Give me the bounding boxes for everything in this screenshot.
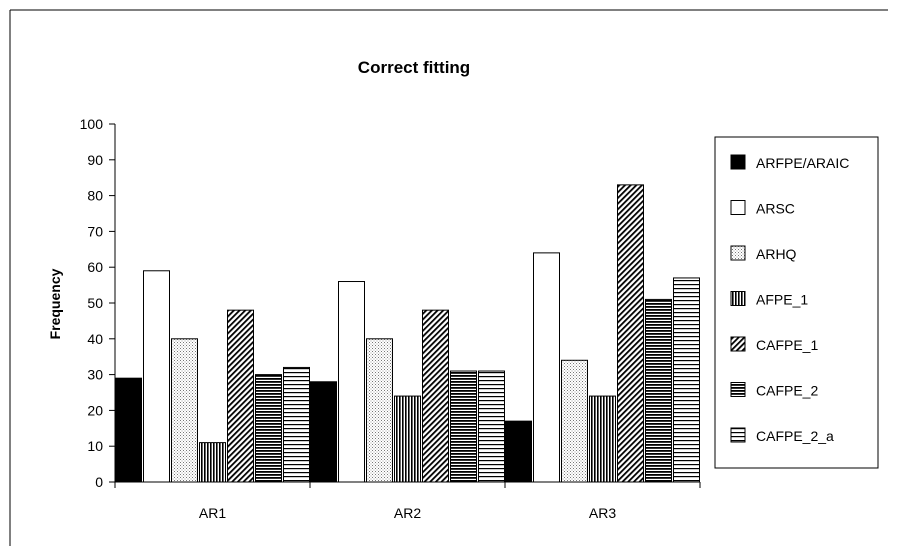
bar-cafpe-1-ar1 (227, 309, 254, 483)
legend-label: ARFPE/ARAIC (756, 155, 849, 171)
legend-swatch (730, 200, 746, 215)
bar-afpe-1-ar1 (199, 442, 226, 483)
bar-arsc-ar2 (338, 281, 365, 483)
bar-cafpe-2-ar2 (450, 370, 477, 483)
y-tick-label: 40 (87, 331, 103, 347)
x-category-label: AR2 (394, 505, 421, 521)
bar-cafpe-1-ar2 (422, 309, 449, 483)
bar-arfpe-araic-ar2 (310, 381, 337, 483)
y-tick-label: 50 (87, 295, 103, 311)
legend: ARFPE/ARAIC ARSC ARHQ AFPE_1 CAFPE_1 CAFPE_2 C… (714, 136, 879, 469)
bar-arhq-ar3 (561, 359, 588, 483)
legend-label: CAFPE_2 (756, 383, 818, 399)
legend-swatch (730, 427, 746, 443)
category-labels: AR1 AR2 AR3 (199, 505, 616, 521)
bar-cafpe-2-ar3 (645, 298, 672, 483)
legend-swatch (730, 336, 746, 352)
y-tick-label: 70 (87, 223, 103, 239)
bars (115, 184, 700, 483)
bar-arhq-ar2 (366, 338, 393, 483)
legend-label: CAFPE_1 (756, 337, 818, 353)
bar-cafpe-2-a-ar3 (673, 277, 700, 483)
y-tick-label: 60 (87, 259, 103, 275)
bar-cafpe-2-ar1 (255, 374, 282, 483)
y-tick-label: 10 (87, 438, 103, 454)
axes: 0 10 20 30 40 50 60 70 80 90 100 (80, 116, 701, 490)
y-axis-label: Frequency (47, 268, 63, 339)
bar-cafpe-2-a-ar2 (478, 370, 505, 483)
x-category-label: AR1 (199, 505, 226, 521)
legend-label: CAFPE_2_a (756, 428, 834, 444)
x-category-label: AR3 (589, 505, 616, 521)
legend-swatch (730, 291, 746, 306)
legend-label: ARHQ (756, 246, 797, 262)
bar-arsc-ar1 (143, 270, 170, 483)
y-tick-label: 90 (87, 152, 103, 168)
bar-arfpe-araic-ar1 (115, 377, 142, 483)
y-tick-label: 100 (80, 116, 104, 132)
y-tick-label: 80 (87, 188, 103, 204)
legend-swatch (730, 245, 746, 261)
y-tick-label: 0 (95, 474, 103, 490)
chart-title: Correct fitting (358, 58, 470, 77)
legend-swatch (730, 154, 746, 170)
bar-arhq-ar1 (171, 338, 198, 483)
y-tick-label: 20 (87, 402, 103, 418)
bar-afpe-1-ar3 (589, 395, 616, 483)
bar-cafpe-2-a-ar1 (283, 366, 310, 483)
y-tick-label: 30 (87, 367, 103, 383)
bar-afpe-1-ar2 (394, 395, 421, 483)
bar-arfpe-araic-ar3 (505, 420, 532, 483)
bar-arsc-ar3 (533, 252, 560, 483)
legend-label: ARSC (756, 201, 795, 217)
legend-label: AFPE_1 (756, 292, 808, 308)
bar-cafpe-1-ar3 (617, 184, 644, 483)
legend-swatch (730, 382, 746, 397)
